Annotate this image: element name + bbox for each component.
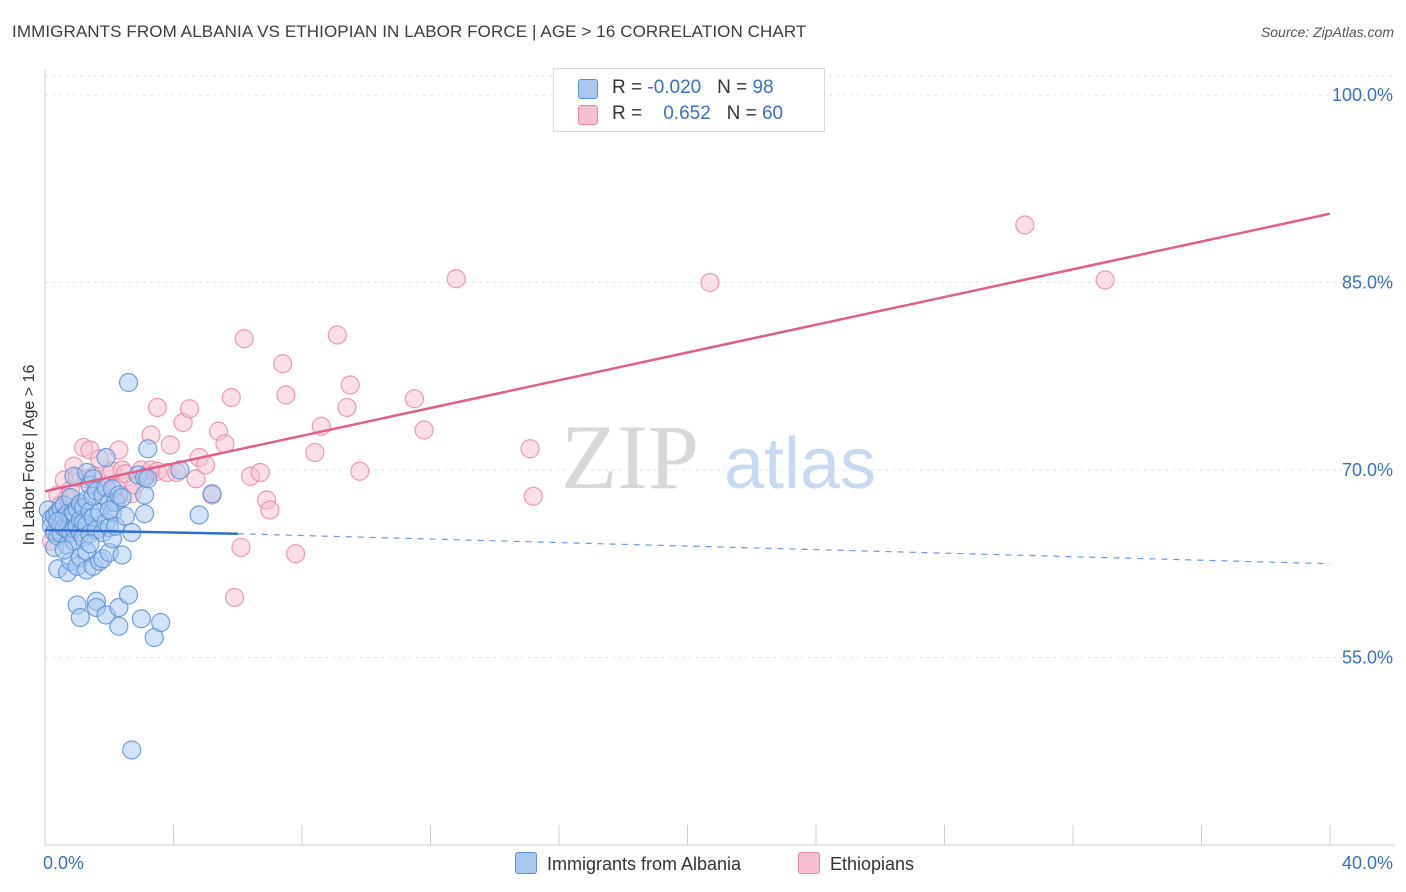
point-albania [118, 372, 139, 393]
point-ethiopians [404, 389, 425, 409]
gridlines [45, 75, 1395, 658]
legend-n-label: N = [726, 103, 762, 124]
point-ethiopians [350, 461, 370, 481]
axes [44, 70, 1395, 846]
y-tick-label: 100.0% [1332, 85, 1393, 105]
point-albania [134, 485, 155, 505]
point-albania [138, 469, 158, 489]
point-albania [122, 740, 142, 760]
y-axis-label: In Labor Force | Age > 16 [21, 365, 38, 546]
trend-albania-solid [44, 528, 238, 535]
point-ethiopians [1095, 270, 1115, 290]
legend-r-label: R = [612, 103, 648, 124]
point-ethiopians [1015, 215, 1035, 235]
point-ethiopians [147, 397, 168, 418]
point-albania [70, 607, 90, 628]
point-ethiopians [305, 442, 325, 463]
point-ethiopians [700, 272, 720, 293]
legend-n-value-albania: 98 [752, 77, 774, 98]
point-ethiopians [234, 329, 254, 349]
point-albania [48, 511, 68, 531]
legend-swatch-albania [515, 852, 537, 874]
legend-r-value-albania: -0.020 [647, 77, 702, 98]
point-albania [202, 484, 222, 504]
point-ethiopians [337, 397, 357, 418]
point-ethiopians [224, 587, 245, 608]
point-ethiopians [221, 387, 241, 408]
point-albania [189, 505, 209, 525]
point-ethiopians [414, 420, 434, 440]
watermark-zip: ZIP [561, 406, 699, 508]
watermark: ZIP atlas [561, 406, 876, 508]
point-albania [99, 500, 119, 520]
point-albania [54, 540, 74, 560]
point-albania [112, 545, 132, 565]
point-ethiopians [446, 269, 466, 289]
point-albania [151, 612, 171, 633]
y-tick-label: 70.0% [1342, 460, 1393, 480]
point-ethiopians [276, 385, 296, 405]
legend-swatch-ethiopians [798, 852, 820, 874]
point-ethiopians [273, 354, 293, 374]
point-albania [115, 506, 135, 526]
point-albania [96, 447, 116, 468]
point-ethiopians [260, 500, 280, 520]
legend-item-ethiopians[interactable]: Ethiopians [798, 852, 914, 875]
trend-ethiopians [44, 212, 1331, 493]
point-ethiopians [186, 469, 206, 489]
legend-n-value-ethiopians: 60 [761, 103, 784, 124]
trend-lines [44, 212, 1331, 565]
legend-label-albania: Immigrants from Albania [547, 854, 742, 874]
legend-swatch-ethiopians [578, 105, 598, 125]
point-ethiopians [327, 325, 347, 345]
tick-labels: 55.0% 70.0% 85.0% 100.0% 0.0% 40.0% [43, 85, 1393, 873]
point-ethiopians [520, 439, 540, 459]
legend-item-albania[interactable]: Immigrants from Albania [515, 852, 741, 875]
series-albania [38, 372, 222, 760]
point-ethiopians [160, 435, 180, 455]
point-ethiopians [250, 462, 270, 483]
point-albania [131, 609, 151, 629]
x-tick-label: 40.0% [1342, 853, 1393, 873]
point-albania [118, 585, 139, 605]
x-tick-label: 0.0% [43, 853, 84, 873]
point-albania [109, 616, 129, 636]
point-ethiopians [285, 544, 306, 564]
y-tick-label: 85.0% [1342, 273, 1393, 293]
correlation-legend: R = -0.020 N = 98 R = 0.652 N = 60 [553, 68, 825, 132]
y-tick-label: 55.0% [1342, 648, 1393, 668]
point-ethiopians [340, 375, 360, 395]
point-ethiopians [179, 399, 200, 419]
legend-swatch-albania [578, 79, 598, 99]
point-albania [80, 534, 100, 554]
point-albania [134, 504, 155, 524]
point-albania [138, 439, 158, 459]
point-ethiopians [523, 486, 543, 506]
chart-title: IMMIGRANTS FROM ALBANIA VS ETHIOPIAN IN … [12, 22, 807, 41]
legend-label-ethiopians: Ethiopians [830, 854, 915, 874]
point-albania [112, 487, 132, 508]
trend-albania-dashed [237, 533, 1331, 565]
point-ethiopians [231, 537, 251, 558]
legend-r-label: R = [612, 77, 648, 98]
legend-n-label: N = [717, 77, 753, 98]
source-label: Source: ZipAtlas.com [1260, 24, 1394, 40]
legend-r-value-ethiopians: 0.652 [663, 103, 711, 124]
watermark-atlas: atlas [724, 424, 876, 504]
